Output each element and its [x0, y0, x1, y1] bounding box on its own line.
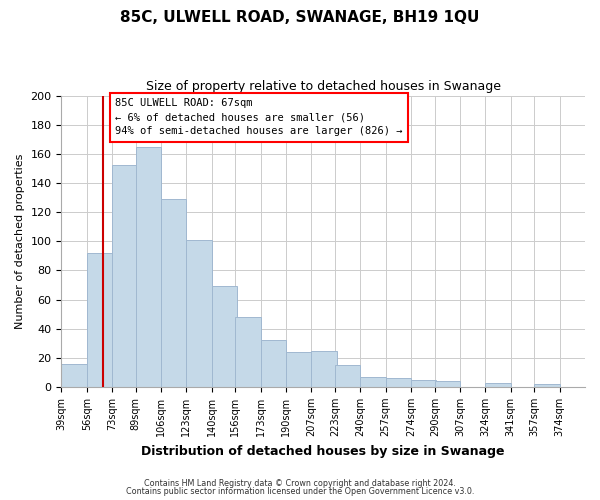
Bar — [411, 380, 436, 387]
Bar — [335, 365, 361, 387]
Bar — [311, 350, 337, 387]
Bar — [235, 317, 261, 387]
Bar — [386, 378, 411, 387]
Bar — [286, 352, 311, 387]
Bar — [161, 199, 187, 387]
Title: Size of property relative to detached houses in Swanage: Size of property relative to detached ho… — [146, 80, 501, 93]
Bar — [136, 146, 161, 387]
Bar — [212, 286, 237, 387]
Text: 85C ULWELL ROAD: 67sqm
← 6% of detached houses are smaller (56)
94% of semi-deta: 85C ULWELL ROAD: 67sqm ← 6% of detached … — [115, 98, 403, 136]
Text: Contains public sector information licensed under the Open Government Licence v3: Contains public sector information licen… — [126, 487, 474, 496]
Bar — [261, 340, 286, 387]
Text: Contains HM Land Registry data © Crown copyright and database right 2024.: Contains HM Land Registry data © Crown c… — [144, 478, 456, 488]
X-axis label: Distribution of detached houses by size in Swanage: Distribution of detached houses by size … — [142, 444, 505, 458]
Bar — [485, 382, 511, 387]
Bar — [435, 381, 460, 387]
Bar — [535, 384, 560, 387]
Bar — [361, 376, 386, 387]
Bar — [112, 166, 137, 387]
Text: 85C, ULWELL ROAD, SWANAGE, BH19 1QU: 85C, ULWELL ROAD, SWANAGE, BH19 1QU — [121, 10, 479, 25]
Bar — [86, 253, 112, 387]
Bar — [61, 364, 86, 387]
Bar — [187, 240, 212, 387]
Y-axis label: Number of detached properties: Number of detached properties — [15, 154, 25, 329]
